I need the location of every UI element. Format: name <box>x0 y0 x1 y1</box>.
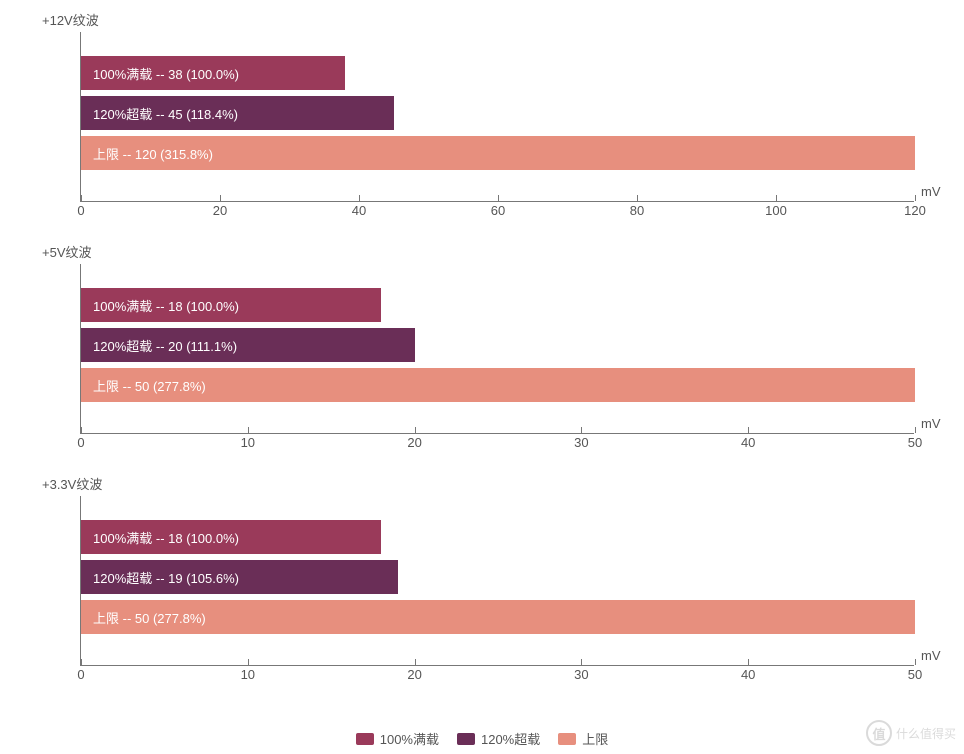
legend-swatch <box>457 733 475 745</box>
tick <box>915 659 916 665</box>
legend: 100%满载 120%超载 上限 <box>0 729 964 748</box>
tick <box>81 195 82 201</box>
watermark-text: 什么值得买 <box>896 725 956 742</box>
bar-label: 120%超载 -- 20 (111.1%) <box>81 336 237 355</box>
bar-label: 上限 -- 50 (277.8%) <box>81 608 206 627</box>
tick-label: 10 <box>241 435 255 450</box>
tick <box>748 427 749 433</box>
tick <box>498 195 499 201</box>
tick <box>581 427 582 433</box>
legend-item-limit: 上限 <box>558 729 608 748</box>
legend-swatch <box>356 733 374 745</box>
bar-label: 100%满载 -- 18 (100.0%) <box>81 528 239 547</box>
bar-label: 上限 -- 120 (315.8%) <box>81 144 213 163</box>
tick-label: 20 <box>407 667 421 682</box>
watermark-logo: 值 <box>866 720 892 746</box>
tick-label: 50 <box>908 435 922 450</box>
x-axis: 01020304050 <box>81 433 914 453</box>
tick-label: 50 <box>908 667 922 682</box>
tick <box>81 659 82 665</box>
plot-area: 100%满载 -- 38 (100.0%) 120%超载 -- 45 (118.4… <box>80 32 914 202</box>
tick <box>581 659 582 665</box>
bar-over: 120%超载 -- 45 (118.4%) <box>81 96 394 130</box>
legend-item-over: 120%超载 <box>457 729 540 748</box>
tick <box>637 195 638 201</box>
watermark: 值 什么值得买 <box>866 720 956 746</box>
unit-label: mV <box>921 416 941 431</box>
bar-over: 120%超载 -- 20 (111.1%) <box>81 328 415 362</box>
tick-label: 40 <box>741 667 755 682</box>
bar-label: 120%超载 -- 45 (118.4%) <box>81 104 238 123</box>
tick <box>915 427 916 433</box>
tick-label: 100 <box>765 203 787 218</box>
x-axis: 020406080100120 <box>81 201 914 221</box>
bar-over: 120%超载 -- 19 (105.6%) <box>81 560 398 594</box>
tick <box>776 195 777 201</box>
bar-full: 100%满载 -- 38 (100.0%) <box>81 56 345 90</box>
bar-full: 100%满载 -- 18 (100.0%) <box>81 520 381 554</box>
tick-label: 40 <box>352 203 366 218</box>
tick <box>220 195 221 201</box>
tick <box>81 427 82 433</box>
tick <box>248 427 249 433</box>
tick-label: 40 <box>741 435 755 450</box>
tick-label: 30 <box>574 667 588 682</box>
tick <box>915 195 916 201</box>
tick-label: 120 <box>904 203 926 218</box>
tick <box>415 427 416 433</box>
plot-area: 100%满载 -- 18 (100.0%) 120%超载 -- 19 (105.6… <box>80 496 914 666</box>
bar-full: 100%满载 -- 18 (100.0%) <box>81 288 381 322</box>
bar-limit: 上限 -- 50 (277.8%) <box>81 368 915 402</box>
panel-title: +3.3V纹波 <box>42 474 102 493</box>
legend-item-full: 100%满载 <box>356 729 439 748</box>
legend-label: 120%超载 <box>481 729 540 748</box>
tick-label: 20 <box>407 435 421 450</box>
tick <box>359 195 360 201</box>
bar-limit: 上限 -- 120 (315.8%) <box>81 136 915 170</box>
bar-limit: 上限 -- 50 (277.8%) <box>81 600 915 634</box>
bar-label: 100%满载 -- 18 (100.0%) <box>81 296 239 315</box>
tick <box>748 659 749 665</box>
legend-label: 100%满载 <box>380 729 439 748</box>
tick-label: 0 <box>77 667 84 682</box>
tick-label: 0 <box>77 203 84 218</box>
tick-label: 80 <box>630 203 644 218</box>
panel-title: +5V纹波 <box>42 242 92 261</box>
bar-label: 120%超载 -- 19 (105.6%) <box>81 568 239 587</box>
bar-label: 上限 -- 50 (277.8%) <box>81 376 206 395</box>
unit-label: mV <box>921 184 941 199</box>
tick-label: 0 <box>77 435 84 450</box>
bar-label: 100%满载 -- 38 (100.0%) <box>81 64 239 83</box>
plot-area: 100%满载 -- 18 (100.0%) 120%超载 -- 20 (111.1… <box>80 264 914 434</box>
tick-label: 20 <box>213 203 227 218</box>
panel-title: +12V纹波 <box>42 10 99 29</box>
x-axis: 01020304050 <box>81 665 914 685</box>
tick-label: 30 <box>574 435 588 450</box>
legend-swatch <box>558 733 576 745</box>
legend-label: 上限 <box>582 729 608 748</box>
unit-label: mV <box>921 648 941 663</box>
tick <box>415 659 416 665</box>
tick-label: 10 <box>241 667 255 682</box>
tick-label: 60 <box>491 203 505 218</box>
tick <box>248 659 249 665</box>
